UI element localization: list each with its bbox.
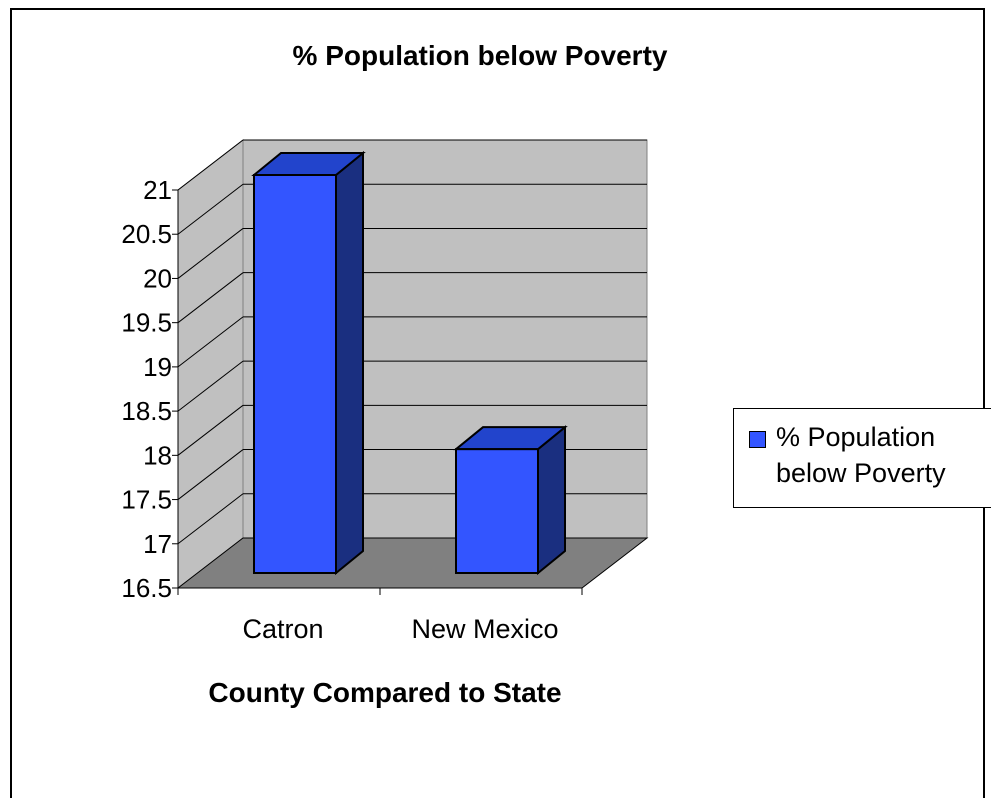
y-axis: 16.5 17 17.5 18 18.5 19 19.5 20 20.5 21 [121, 175, 179, 603]
x-tick-label: New Mexico [411, 614, 558, 644]
floor [176, 537, 649, 589]
legend-label: % Population below Poverty [776, 422, 946, 488]
y-tick-label: 20.5 [121, 219, 172, 249]
bar [455, 448, 539, 574]
chart-title: % Population below Poverty [292, 40, 668, 71]
bar-side [335, 150, 364, 576]
y-tick-label: 17 [143, 529, 172, 559]
y-tick-label: 18 [143, 440, 172, 470]
bar [253, 174, 337, 574]
gridline-side [177, 449, 244, 500]
gridline-side [177, 272, 244, 324]
y-tick-label: 18.5 [121, 396, 172, 426]
x-axis: Catron New Mexico [177, 587, 583, 644]
gridline-side [177, 493, 244, 545]
bars [251, 150, 568, 576]
gridline-side [177, 183, 244, 235]
legend-swatch [749, 431, 766, 448]
side-wall [177, 138, 244, 590]
gridline-side [177, 360, 244, 412]
gridline-side [177, 228, 244, 279]
chart-frame [10, 8, 985, 798]
y-tick-label: 20 [143, 263, 172, 293]
gridline-side [177, 404, 244, 456]
y-tick-label: 16.5 [121, 573, 172, 603]
x-tick-label: Catron [242, 614, 323, 644]
y-tick-label: 21 [143, 175, 172, 205]
y-tick-label: 17.5 [121, 485, 172, 515]
x-axis-title: County Compared to State [208, 677, 562, 708]
y-tick-label: 19 [143, 352, 172, 382]
bar-side [537, 425, 566, 576]
plot-walls [176, 138, 649, 590]
gridline-side [177, 139, 244, 191]
y-tick-label: 19.5 [121, 308, 172, 338]
legend: % Population below Poverty [733, 408, 991, 508]
gridline-side [177, 316, 244, 368]
